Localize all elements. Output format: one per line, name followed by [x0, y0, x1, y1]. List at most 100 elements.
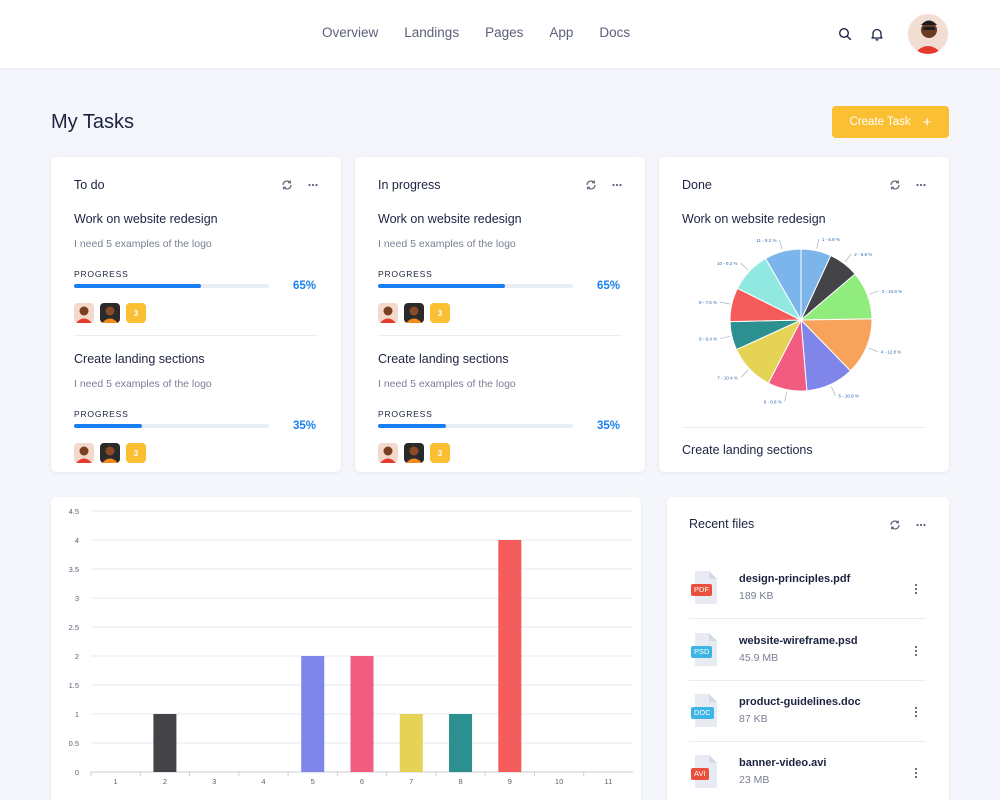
- y-tick-label: 2.5: [69, 623, 79, 632]
- column-title: In progress: [378, 178, 441, 192]
- pie-slice-label: 4 - 12.8 %: [881, 350, 902, 355]
- task-title[interactable]: Work on website redesign: [682, 212, 826, 226]
- x-tick-label: 3: [212, 777, 216, 786]
- file-type-badge: DOC: [691, 707, 714, 719]
- more-horizontal-icon[interactable]: [307, 179, 319, 191]
- file-name[interactable]: banner-video.avi: [739, 757, 827, 769]
- x-tick-label: 6: [360, 777, 364, 786]
- pie-label-connector: [740, 262, 749, 271]
- nav-docs[interactable]: Docs: [599, 25, 631, 40]
- bar: [301, 656, 325, 772]
- file-name[interactable]: website-wireframe.psd: [739, 635, 858, 647]
- pie-label-connector: [816, 238, 820, 249]
- more-vertical-icon[interactable]: [914, 706, 918, 718]
- nav-landings[interactable]: Landings: [404, 25, 460, 40]
- progress-bar: [378, 424, 573, 428]
- file-row[interactable]: DOC product-guidelines.doc 87 KB: [689, 693, 926, 753]
- file-row[interactable]: PDF design-principles.pdf 189 KB: [689, 570, 926, 630]
- pie-slice-label: 1 - 6.8 %: [822, 237, 840, 242]
- card-tools: [281, 179, 319, 191]
- more-horizontal-icon[interactable]: [611, 179, 623, 191]
- avatar: [74, 443, 94, 463]
- progress-fill: [378, 284, 505, 288]
- files-title: Recent files: [689, 517, 755, 531]
- x-tick-label: 7: [409, 777, 413, 786]
- file-name[interactable]: product-guidelines.doc: [739, 696, 861, 708]
- bar-chart: 0 0.5 1 1.5 2 2.5 3 3.5 4 4.5 1 2 3 4 5 6 7 8 9 10 11: [69, 507, 633, 786]
- avatar: [74, 303, 94, 323]
- task-title[interactable]: Create landing sections: [682, 443, 813, 457]
- task-title[interactable]: Create landing sections: [378, 352, 509, 366]
- more-horizontal-icon[interactable]: [915, 519, 927, 531]
- more-vertical-icon[interactable]: [914, 583, 918, 595]
- nav-overview[interactable]: Overview: [322, 25, 379, 40]
- refresh-icon[interactable]: [585, 179, 597, 191]
- x-tick-label: 1: [114, 777, 118, 786]
- column-title: Done: [682, 178, 712, 192]
- member-count-badge: 3: [430, 443, 450, 463]
- user-avatar[interactable]: [908, 14, 948, 54]
- more-vertical-icon[interactable]: [914, 645, 918, 657]
- progress-percent: 65%: [597, 280, 621, 292]
- search-icon[interactable]: [837, 26, 853, 42]
- pie-label-connector: [720, 336, 730, 339]
- pie-slice-label: 9 - 7.6 %: [699, 300, 717, 305]
- task-title[interactable]: Create landing sections: [74, 352, 205, 366]
- create-task-label: Create Task: [849, 116, 911, 128]
- column-title: To do: [74, 178, 105, 192]
- divider: [689, 741, 926, 742]
- pie-label-connector: [844, 253, 852, 263]
- pie-label-connector: [868, 347, 878, 352]
- task-title[interactable]: Work on website redesign: [378, 212, 522, 226]
- task-title[interactable]: Work on website redesign: [74, 212, 218, 226]
- create-task-button[interactable]: Create Task +: [832, 106, 949, 138]
- progress-percent: 65%: [293, 280, 317, 292]
- progress-percent: 35%: [597, 420, 621, 432]
- task-description: I need 5 examples of the logo: [74, 238, 212, 250]
- nav-app[interactable]: App: [549, 25, 574, 40]
- card-tools: [889, 179, 927, 191]
- bar: [498, 540, 522, 772]
- pie-slice-label: 10 - 9.2 %: [717, 261, 738, 266]
- progress-bar: [378, 284, 573, 288]
- divider: [74, 335, 318, 336]
- file-name[interactable]: design-principles.pdf: [739, 573, 851, 585]
- bell-icon[interactable]: [869, 26, 885, 42]
- page-title: My Tasks: [51, 111, 134, 133]
- refresh-icon[interactable]: [889, 179, 901, 191]
- member-count-badge: 3: [126, 303, 146, 323]
- y-tick-label: 0.5: [69, 739, 79, 748]
- divider: [689, 680, 926, 681]
- x-tick-label: 9: [508, 777, 512, 786]
- progress-percent: 35%: [293, 420, 317, 432]
- file-row[interactable]: AVI banner-video.avi 23 MB: [689, 754, 926, 800]
- file-row[interactable]: PSD website-wireframe.psd 45.9 MB: [689, 632, 926, 692]
- progress-fill: [378, 424, 447, 428]
- more-horizontal-icon[interactable]: [915, 179, 927, 191]
- more-vertical-icon[interactable]: [914, 767, 918, 779]
- refresh-icon[interactable]: [281, 179, 293, 191]
- file-type-badge: PDF: [691, 584, 712, 596]
- plus-icon: +: [922, 113, 932, 131]
- divider: [378, 335, 622, 336]
- top-navbar: Overview Landings Pages App Docs: [0, 0, 1000, 68]
- progress-bar: [74, 424, 269, 428]
- pie-slice-label: 6 - 8.8 %: [764, 399, 782, 404]
- file-size: 189 KB: [739, 590, 774, 602]
- avatar: [378, 303, 398, 323]
- pie-slice-label: 11 - 8.2 %: [756, 238, 776, 243]
- pie-label-connector: [779, 239, 783, 250]
- avatar: [100, 443, 120, 463]
- y-tick-label: 2: [75, 652, 79, 661]
- task-description: I need 5 examples of the logo: [74, 378, 212, 390]
- refresh-icon[interactable]: [889, 519, 901, 531]
- y-tick-label: 4.5: [69, 507, 79, 516]
- bar: [399, 714, 423, 772]
- pie-slice: [799, 318, 873, 372]
- progress-fill: [74, 284, 201, 288]
- nav-pages[interactable]: Pages: [485, 25, 524, 40]
- pie-slice-label: 5 - 10.8 %: [838, 394, 859, 399]
- avatar: [100, 303, 120, 323]
- y-tick-label: 1: [75, 710, 79, 719]
- x-tick-label: 10: [555, 777, 563, 786]
